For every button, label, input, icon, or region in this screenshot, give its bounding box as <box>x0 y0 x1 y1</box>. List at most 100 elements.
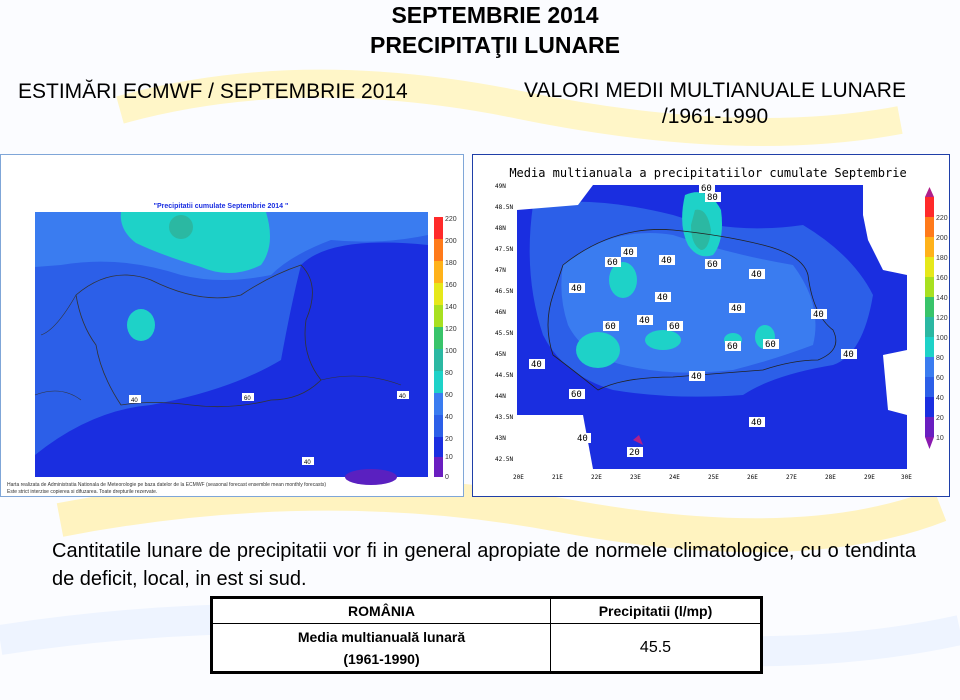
clim-cb-tick: 100 <box>936 335 948 342</box>
clim-cb-tick: 140 <box>936 295 948 302</box>
right-map-heading: VALORI MEDII MULTIANUALE LUNARE /1961-19… <box>505 78 925 130</box>
page-title: SEPTEMBRIE 2014 <box>391 2 599 28</box>
clim-zone-60d <box>645 330 681 350</box>
clim-romania-border <box>547 229 837 391</box>
table-row-label: Media multianuală lunară (1961-1990) <box>211 623 551 673</box>
clim-cb-tick: 220 <box>936 215 948 222</box>
ecmwf-colorbar <box>434 217 443 477</box>
forecast-description: Cantitatile lunare de precipitatii vor f… <box>52 540 916 590</box>
ecmwf-cb-tick: 160 <box>445 282 457 289</box>
clim-label: 40 <box>657 293 668 303</box>
clim-zone-80 <box>691 209 711 250</box>
clim-label: 40 <box>639 316 650 326</box>
clim-nodata-1 <box>517 185 593 210</box>
ecmwf-cb-tick: 140 <box>445 304 457 311</box>
lat-tick: 45.5N <box>495 330 513 337</box>
clim-label: 40 <box>843 350 854 360</box>
lat-tick: 46N <box>495 309 506 316</box>
ecmwf-cb-tick: 20 <box>445 436 453 443</box>
clim-cb-tick: 120 <box>936 315 948 322</box>
romania-border <box>75 264 322 408</box>
climatology-map-title: Media multianuala a precipitatiilor cumu… <box>509 166 906 180</box>
lat-tick: 47N <box>495 267 506 274</box>
lon-tick: 30E <box>901 474 912 481</box>
lat-tick: 42.5N <box>495 456 513 463</box>
lon-tick: 28E <box>825 474 836 481</box>
lon-tick: 26E <box>747 474 758 481</box>
clim-zone-60c <box>576 332 620 368</box>
clim-label: 40 <box>571 284 582 294</box>
clim-label: 60 <box>669 322 680 332</box>
clim-cb-tick: 60 <box>936 375 944 382</box>
clim-label: 60 <box>707 260 718 270</box>
clim-nodata-3 <box>517 415 593 469</box>
lon-tick: 27E <box>786 474 797 481</box>
clim-cb-tick: 10 <box>936 435 944 442</box>
summary-table: ROMÂNIA Precipitatii (l/mp) Media multia… <box>210 596 763 674</box>
lat-tick: 45N <box>495 351 506 358</box>
lat-tick: 47.5N <box>495 246 513 253</box>
ecmwf-cb-tick: 120 <box>445 326 457 333</box>
ecmwf-cb-tick: 60 <box>445 392 453 399</box>
lon-tick: 24E <box>669 474 680 481</box>
clim-cb-tick: 80 <box>936 355 944 362</box>
lat-tick: 49N <box>495 183 506 190</box>
clim-label: 40 <box>731 304 742 314</box>
climatology-map: Media multianuala a precipitatiilor cumu… <box>472 154 950 497</box>
lat-tick: 44.5N <box>495 372 513 379</box>
clim-cb-tick: 20 <box>936 415 944 422</box>
clim-label: 60 <box>701 184 712 194</box>
table-header-region: ROMÂNIA <box>211 597 551 624</box>
ecmwf-cb-tick: 180 <box>445 260 457 267</box>
lat-tick: 43N <box>495 435 506 442</box>
left-map-heading: ESTIMĂRI ECMWF / SEPTEMBRIE 2014 <box>18 80 408 103</box>
lon-tick: 23E <box>630 474 641 481</box>
lon-tick: 25E <box>708 474 719 481</box>
ecmwf-map-title: "Precipitatii cumulate Septembrie 2014 " <box>154 203 289 210</box>
clim-label: 40 <box>813 310 824 320</box>
ecmwf-zone-60b <box>127 309 155 341</box>
lon-tick: 29E <box>864 474 875 481</box>
ecmwf-cb-tick: 100 <box>445 348 457 355</box>
clim-cb-tick: 40 <box>936 395 944 402</box>
ecmwf-zone-60 <box>120 212 270 274</box>
clim-label: 40 <box>577 434 588 444</box>
clim-zone-60b <box>609 262 637 298</box>
ecmwf-map-svg: "Precipitatii cumulate Septembrie 2014 "… <box>7 203 457 495</box>
lon-tick: 21E <box>552 474 563 481</box>
ecmwf-cb-tick: 0 <box>445 474 449 481</box>
table-header-row: ROMÂNIA Precipitatii (l/mp) <box>211 597 762 624</box>
clim-label: 60 <box>571 390 582 400</box>
clim-label: 40 <box>661 256 672 266</box>
clim-label: 60 <box>605 322 616 332</box>
ecmwf-label-1: 40 <box>131 398 138 404</box>
clim-cb-tick: 180 <box>936 255 948 262</box>
ecmwf-forecast-map: "Precipitatii cumulate Septembrie 2014 "… <box>0 154 464 497</box>
clim-label: 40 <box>531 360 542 370</box>
lon-tick: 20E <box>513 474 524 481</box>
ecmwf-cb-tick: 80 <box>445 370 453 377</box>
lat-tick: 44N <box>495 393 506 400</box>
ecmwf-cb-tick: 220 <box>445 216 457 223</box>
ecmwf-map-footer: Harta realizata de Administratia Nationa… <box>7 482 326 488</box>
clim-cb-tick: 160 <box>936 275 948 282</box>
clim-label: 60 <box>765 340 776 350</box>
clim-label: 20 <box>629 448 640 458</box>
table-row: Media multianuală lunară (1961-1990) 45.… <box>211 623 762 673</box>
clim-cb-tick: 200 <box>936 235 948 242</box>
climatology-map-svg: Media multianuala a precipitatiilor cumu… <box>495 166 948 481</box>
ecmwf-zone-20 <box>345 469 397 485</box>
clim-label: 40 <box>691 372 702 382</box>
ecmwf-cb-tick: 40 <box>445 414 453 421</box>
ecmwf-label-3: 40 <box>399 394 406 400</box>
right-map-heading-line2: /1961-1990 <box>661 105 769 128</box>
lat-tick: 46.5N <box>495 288 513 295</box>
clim-colorbar <box>925 187 934 449</box>
clim-nodata-2 <box>863 185 907 275</box>
clim-nodata-4 <box>883 350 907 415</box>
clim-label: 80 <box>707 193 718 203</box>
clim-label: 40 <box>623 248 634 258</box>
ecmwf-cb-tick: 200 <box>445 238 457 245</box>
lon-tick: 22E <box>591 474 602 481</box>
table-row-label-line1: Media multianuală lunară <box>297 628 466 645</box>
